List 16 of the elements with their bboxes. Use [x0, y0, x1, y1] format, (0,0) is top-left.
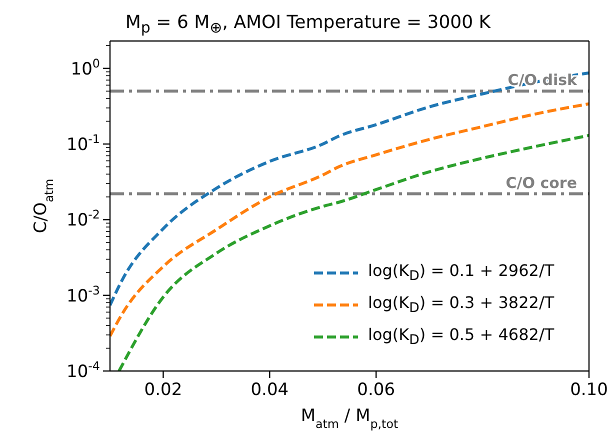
legend-label: log(K$_{D}$) = 0.5 + 4682/T — [368, 325, 554, 349]
x-tick-label: 0.02 — [144, 380, 182, 400]
ref-line-label: C/O core — [506, 174, 577, 192]
y-tick-label: 10$^{-1}$ — [66, 132, 100, 156]
line-series — [118, 134, 589, 371]
chart-title: M$_{p}$ = 6 M$_{⊕}$, AMOI Temperature = 3000 K — [124, 11, 492, 38]
y-tick-label: 10$^{-2}$ — [66, 208, 100, 231]
y-tick-label: 10$^{0}$ — [70, 56, 100, 80]
y-tick-label: 10$^{-3}$ — [66, 283, 100, 306]
y-tick-label: 10$^{-4}$ — [66, 359, 100, 382]
x-tick-label: 0.04 — [250, 380, 289, 400]
x-tick-label: 0.06 — [357, 380, 396, 400]
legend-label: log(K$_{D}$) = 0.3 + 3822/T — [368, 293, 554, 317]
x-tick-label: 0.10 — [570, 380, 608, 400]
legend-label: log(K$_{D}$) = 0.1 + 2962/T — [368, 261, 554, 285]
x-axis-title: M$_{atm}$ / M$_{p,tot}$ — [300, 406, 399, 431]
